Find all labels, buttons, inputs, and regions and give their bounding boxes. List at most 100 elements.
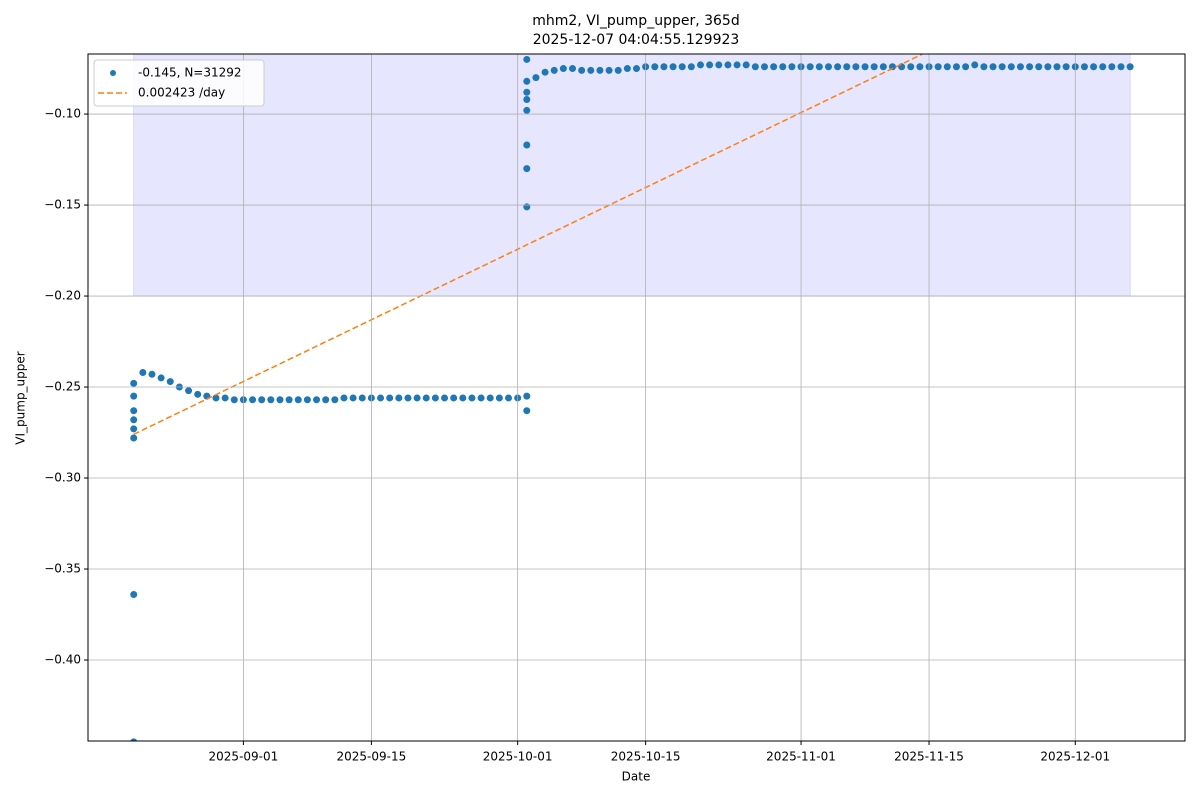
data-point [559, 65, 567, 73]
shaded-band [133, 54, 1131, 297]
legend-marker [110, 70, 116, 76]
data-point [194, 390, 202, 398]
data-point [294, 396, 302, 404]
data-point [888, 63, 896, 71]
data-point [742, 61, 750, 69]
data-point [1026, 63, 1034, 71]
y-tick-label: −0.15 [44, 198, 81, 212]
x-tick-label: 2025-10-01 [483, 750, 553, 764]
data-point [605, 66, 613, 74]
data-point [824, 63, 832, 71]
x-tick-label: 2025-09-15 [337, 750, 407, 764]
data-point [349, 394, 357, 402]
data-point [943, 63, 951, 71]
data-point [724, 61, 732, 69]
legend-label: 0.002423 /day [138, 86, 225, 100]
data-point [916, 63, 924, 71]
data-point [651, 63, 659, 71]
x-tick-label: 2025-10-15 [611, 750, 681, 764]
data-point [952, 63, 960, 71]
data-point [971, 61, 979, 69]
data-point [148, 370, 156, 378]
data-point [477, 394, 485, 402]
data-point [212, 394, 220, 402]
data-point [505, 394, 513, 402]
data-point [696, 61, 704, 69]
data-point [130, 425, 138, 433]
data-point [1044, 63, 1052, 71]
data-point [486, 394, 494, 402]
data-point [788, 63, 796, 71]
data-point [633, 65, 640, 73]
x-axis-label: Date [622, 770, 651, 784]
data-point [130, 407, 138, 415]
data-point [340, 394, 348, 402]
data-point [706, 61, 714, 69]
data-point [770, 63, 778, 71]
data-point [733, 61, 741, 69]
data-point [596, 66, 604, 74]
data-point [285, 396, 293, 404]
axes-frame [87, 53, 1186, 742]
y-axis-label: VI_pump_upper [14, 351, 28, 445]
data-point [806, 63, 814, 71]
data-point [130, 379, 138, 387]
data-point [678, 63, 686, 71]
data-point [779, 63, 787, 71]
data-point [523, 203, 531, 211]
data-point [989, 63, 997, 71]
data-point [185, 387, 193, 395]
data-point [879, 63, 887, 71]
data-point [980, 63, 988, 71]
data-point [249, 396, 257, 404]
data-point [313, 396, 321, 404]
data-point [1062, 63, 1070, 71]
data-point [130, 738, 138, 741]
data-point [1007, 63, 1015, 71]
data-point [715, 61, 723, 69]
trend-line [133, 54, 925, 436]
data-point [523, 95, 531, 103]
data-point [523, 88, 531, 96]
data-point [358, 394, 366, 402]
data-point [523, 165, 531, 173]
chart-subtitle: 2025-12-07 04:04:55.129923 [533, 32, 740, 48]
data-point [523, 407, 531, 415]
data-point [998, 63, 1006, 71]
data-point [532, 74, 540, 82]
y-tick-label: −0.10 [44, 107, 81, 121]
data-point [441, 394, 449, 402]
data-point [1108, 63, 1116, 71]
data-point [834, 63, 842, 71]
legend-label: -0.145, N=31292 [138, 66, 242, 80]
data-point [1099, 63, 1107, 71]
data-point [303, 396, 311, 404]
data-point [495, 394, 503, 402]
data-point [660, 63, 668, 71]
data-point [760, 63, 768, 71]
data-point [962, 63, 970, 71]
data-point [157, 374, 165, 382]
legend-box [93, 59, 265, 107]
data-point [386, 394, 394, 402]
x-tick-label: 2025-11-01 [766, 750, 836, 764]
data-point [852, 63, 860, 71]
data-point [377, 394, 385, 402]
data-point [404, 394, 412, 402]
data-point [934, 63, 942, 71]
y-tick-label: −0.35 [44, 562, 81, 576]
data-point [541, 68, 549, 76]
data-point [395, 394, 403, 402]
data-point [322, 396, 330, 404]
data-point [898, 63, 906, 71]
data-point [523, 106, 531, 114]
y-tick-label: −0.20 [44, 289, 81, 303]
data-point [130, 434, 138, 442]
data-point [1053, 63, 1061, 71]
data-point [669, 63, 677, 71]
data-point [523, 141, 531, 149]
data-point [1126, 63, 1134, 71]
data-point [422, 394, 430, 402]
data-point [166, 378, 174, 386]
data-point [1080, 63, 1088, 71]
